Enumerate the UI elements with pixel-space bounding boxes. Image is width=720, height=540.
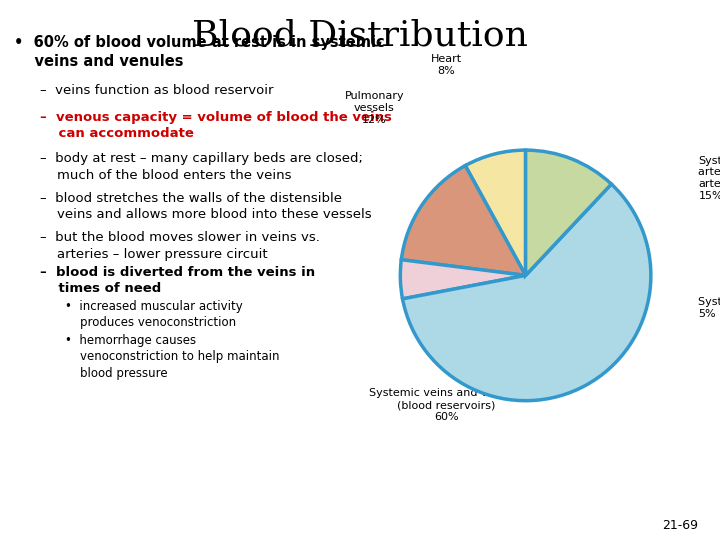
Wedge shape: [402, 184, 651, 401]
Text: •  hemorrhage causes
    venoconstriction to help maintain
    blood pressure: • hemorrhage causes venoconstriction to …: [65, 334, 279, 380]
Text: –  body at rest – many capillary beds are closed;
    much of the blood enters t: – body at rest – many capillary beds are…: [40, 152, 362, 182]
Text: –  blood stretches the walls of the distensible
    veins and allows more blood : – blood stretches the walls of the diste…: [40, 192, 372, 221]
Text: Blood Distribution: Blood Distribution: [192, 19, 528, 53]
Text: Pulmonary
vessels
12%: Pulmonary vessels 12%: [345, 91, 404, 125]
Text: •  60% of blood volume at rest is in systemic
    veins and venules: • 60% of blood volume at rest is in syst…: [14, 35, 385, 69]
Text: Systemic veins and venules
(blood reservoirs)
60%: Systemic veins and venules (blood reserv…: [369, 388, 524, 422]
Text: –  blood is diverted from the veins in
    times of need: – blood is diverted from the veins in ti…: [40, 266, 315, 295]
Text: –  veins function as blood reservoir: – veins function as blood reservoir: [40, 84, 273, 97]
Wedge shape: [400, 260, 526, 299]
Text: •  increased muscular activity
    produces venoconstriction: • increased muscular activity produces v…: [65, 300, 243, 329]
Wedge shape: [465, 150, 526, 275]
Wedge shape: [526, 150, 611, 275]
Text: Heart
8%: Heart 8%: [431, 54, 462, 76]
Wedge shape: [401, 166, 526, 275]
Text: Systemic capillaries
5%: Systemic capillaries 5%: [698, 297, 720, 319]
Text: –  venous capacity = volume of blood the veins
    can accommodate: – venous capacity = volume of blood the …: [40, 111, 392, 140]
Text: Systemic
arteries and
arterioles
15%: Systemic arteries and arterioles 15%: [698, 156, 720, 200]
Text: –  but the blood moves slower in veins vs.
    arteries – lower pressure circuit: – but the blood moves slower in veins vs…: [40, 231, 320, 261]
Text: 21-69: 21-69: [662, 519, 698, 532]
